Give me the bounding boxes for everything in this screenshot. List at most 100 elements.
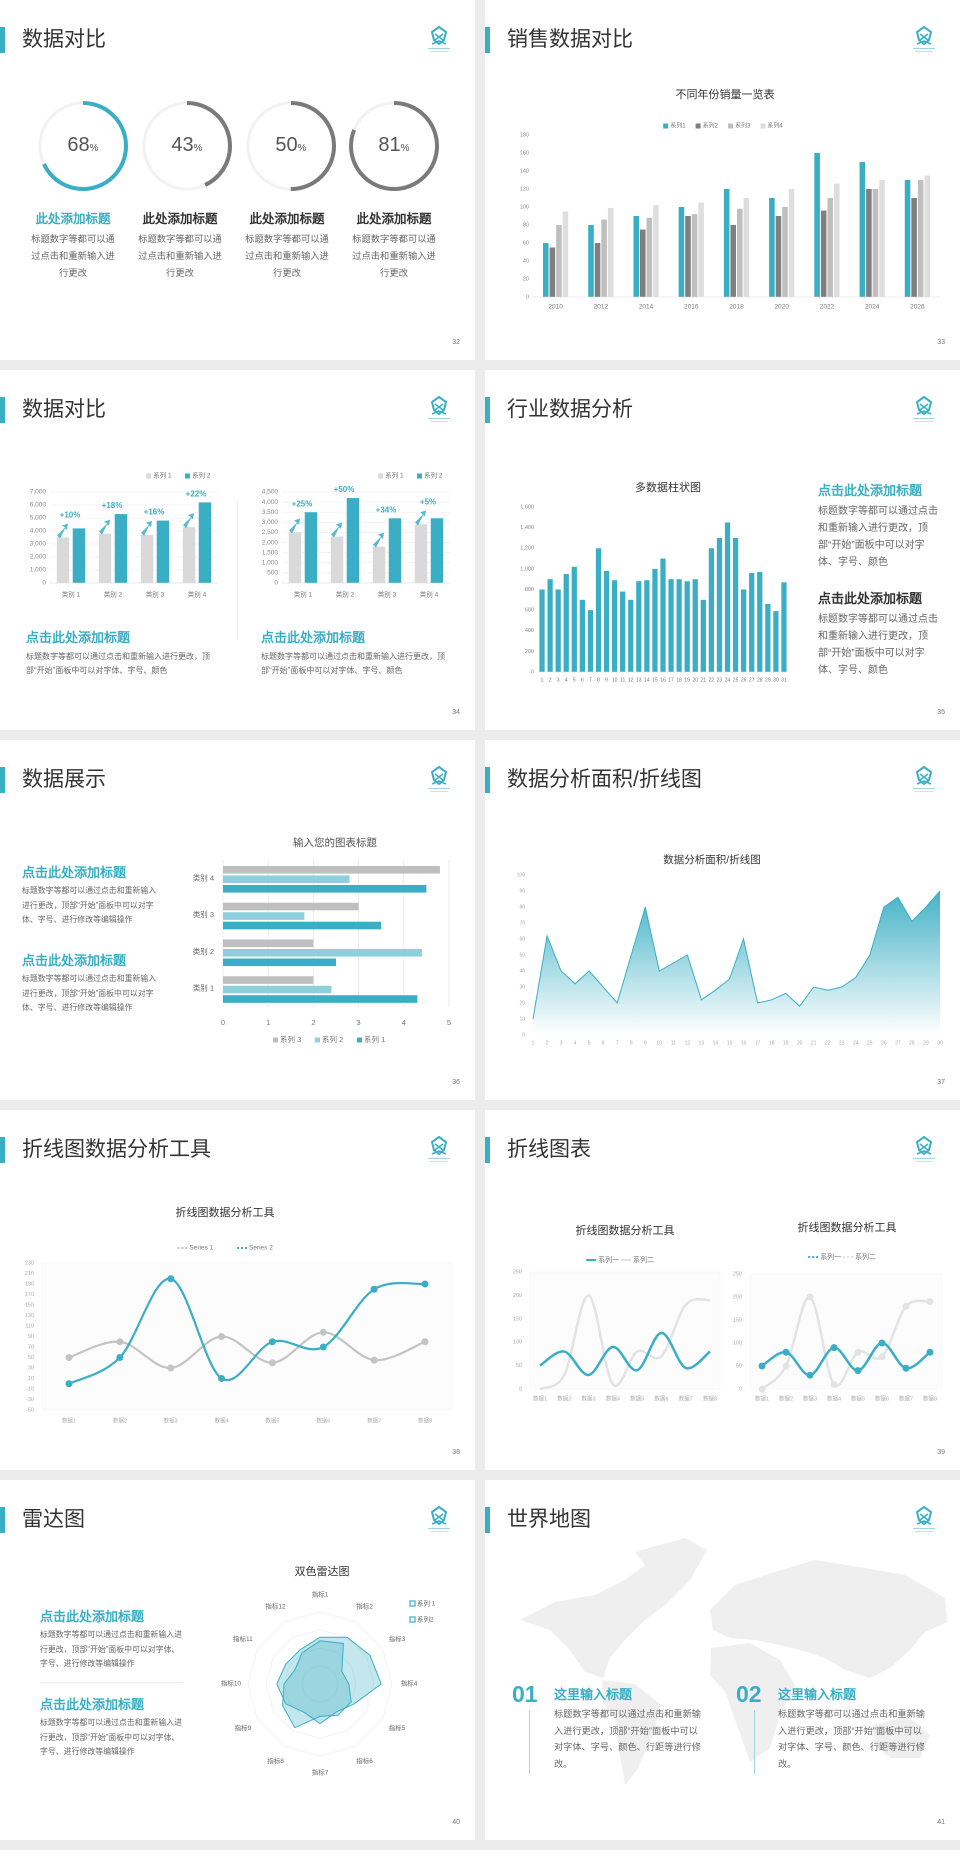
x-category-label: 3 xyxy=(557,677,560,683)
y-tick-label: 1,400 xyxy=(520,525,534,531)
bar xyxy=(607,207,614,297)
x-category-label: 类别 3 xyxy=(146,590,165,599)
bar xyxy=(879,180,885,297)
y-tick-label: 500 xyxy=(267,570,278,577)
y-tick-label: 80 xyxy=(523,222,529,228)
chart-title: 多数据柱状图 xyxy=(635,480,701,494)
block-heading: 点击此处添加标题 xyxy=(26,630,131,645)
radar-axis-label: 指标5 xyxy=(389,1723,406,1732)
legend-swatch xyxy=(760,123,766,129)
block-heading: 点击此处添加标题 xyxy=(22,865,127,880)
x-category-label: 9 xyxy=(605,677,608,683)
series-line xyxy=(761,1295,931,1390)
x-tick-label: 19 xyxy=(783,1040,789,1046)
legend-label: 系列 2 xyxy=(322,1034,343,1044)
stat-body: 标题数字等都可以通过点击和重新输入进行更改 xyxy=(352,234,436,278)
text-block: 点击此处添加标题 标题数字等都可以通过点击和重新输入进行更改，顶部“开始”面板中可… xyxy=(22,953,160,1016)
data-point xyxy=(902,1364,910,1372)
slide-39: 折线图表 0 50 100 150 200 250 数据1 数据2 数据3 数据4 数据5 数据6 数据… xyxy=(485,1110,960,1470)
logo-icon xyxy=(913,765,935,792)
bar xyxy=(769,198,775,297)
data-point xyxy=(902,1302,910,1310)
growth-label: +18% xyxy=(102,501,123,510)
bar xyxy=(773,611,779,672)
bar xyxy=(676,579,682,672)
radar-axis-label: 指标9 xyxy=(235,1723,252,1732)
x-category-label: 10 xyxy=(612,677,618,683)
bar xyxy=(223,976,314,984)
x-tick-label: 21 xyxy=(811,1040,817,1046)
y-tick-label: 3,500 xyxy=(262,509,279,516)
slide-35: 行业数据分析 0 200 400 600 800 1,000 1,200 1,400 1,600… xyxy=(485,370,960,730)
slide-41: 世界地图 01 这里输入标题 标题数字等都可以通过点击和重新输入进行更改，顶部“开… xyxy=(485,1480,960,1840)
radar-series-area xyxy=(276,1636,382,1725)
series-line xyxy=(761,1341,931,1377)
bar xyxy=(330,536,344,583)
x-category-label: 20 xyxy=(692,677,698,683)
bar xyxy=(872,189,879,297)
title-accent-bar xyxy=(0,1137,5,1163)
y-tick-label: 1,600 xyxy=(520,504,534,510)
data-point xyxy=(116,1338,124,1346)
item-number: 01 xyxy=(512,1681,538,1707)
text-block: 点击此处添加标题 标题数字等都可以通过点击和重新输入进行更改，顶部“开始”面板中可… xyxy=(26,630,218,678)
x-category-label: 数据7 xyxy=(367,1416,381,1424)
x-category-label: 类别 1 xyxy=(294,590,313,599)
x-category-label: 数据6 xyxy=(316,1416,330,1424)
y-tick-label: 90 xyxy=(519,888,525,894)
text-block: 点击此处添加标题 标题数字等都可以通过点击和重新输入进行更改，顶部“开始”面板中可… xyxy=(818,483,942,571)
title-accent-bar xyxy=(485,397,490,423)
bar xyxy=(223,948,422,957)
legend-label: 系列 1 xyxy=(385,471,404,480)
logo-icon xyxy=(913,1135,935,1162)
data-point xyxy=(854,1348,862,1356)
line-chart: -50 -30 -10 10 30 50 70 90 110 130 150 170 190 210 230… xyxy=(25,1205,453,1424)
legend-swatch xyxy=(273,1037,278,1043)
bar xyxy=(660,558,666,672)
x-category-label: 类别 4 xyxy=(420,590,439,599)
arrow-up-icon xyxy=(415,510,427,526)
bar xyxy=(223,939,314,948)
stat-block: 此处添加标题 标题数字等都可以通过点击和重新输入进行更改 xyxy=(349,211,439,282)
y-category-label: 类别 2 xyxy=(193,946,214,956)
x-tick-label: 30 xyxy=(937,1040,943,1046)
x-category-label: 30 xyxy=(773,677,779,683)
slide-34: 数据对比 0 1,000 2,000 3,000 4,000 5,000 6,000 7,00… xyxy=(0,370,475,730)
data-point xyxy=(926,1348,934,1356)
block-heading: 这里输入标题 xyxy=(554,1687,633,1702)
bar xyxy=(346,498,360,583)
y-tick-label: 0 xyxy=(739,1386,742,1392)
bar xyxy=(692,579,698,672)
bar xyxy=(741,589,747,672)
slide-title: 折线图数据分析工具 xyxy=(22,1138,211,1161)
y-tick-label: 7,000 xyxy=(30,489,47,496)
bar xyxy=(114,514,128,583)
block-heading: 点击此处添加标题 xyxy=(261,630,366,645)
y-tick-label: 10 xyxy=(28,1376,34,1382)
x-tick-label: 18 xyxy=(769,1040,775,1046)
legend-swatch xyxy=(728,123,733,129)
area-fill xyxy=(533,891,940,1035)
stat-block: 此处添加标题 标题数字等都可以通过点击和重新输入进行更改 xyxy=(135,211,225,282)
legend-swatch xyxy=(378,473,384,479)
bar xyxy=(595,548,602,672)
chart-title: 输入您的图表标题 xyxy=(293,836,377,849)
y-tick-label: 1,000 xyxy=(262,559,279,566)
x-category-label: 1 xyxy=(541,677,544,683)
ring-unit: % xyxy=(400,143,410,154)
slide-36: 数据展示 0 1 2 3 4 5 类别 1 类别 2 类别 3 类别 4 输入您的图表标题 系列 3 系… xyxy=(0,740,475,1100)
bar xyxy=(732,537,739,672)
y-tick-label: 1,200 xyxy=(520,546,534,552)
y-tick-label: 0 xyxy=(519,1386,522,1392)
x-category-label: 8 xyxy=(597,677,600,683)
bar xyxy=(866,189,872,297)
y-tick-label: 70 xyxy=(519,920,525,926)
bar xyxy=(917,180,924,297)
bar xyxy=(678,207,685,297)
x-tick-label: 1 xyxy=(266,1018,270,1027)
bar xyxy=(633,216,639,297)
block-body: 标题数字等都可以通过点击和重新输入进行更改，顶部“开始”面板中可以对字体、字号、… xyxy=(22,886,157,924)
y-tick-label: 0 xyxy=(274,580,278,587)
x-category-label: 26 xyxy=(741,677,747,683)
